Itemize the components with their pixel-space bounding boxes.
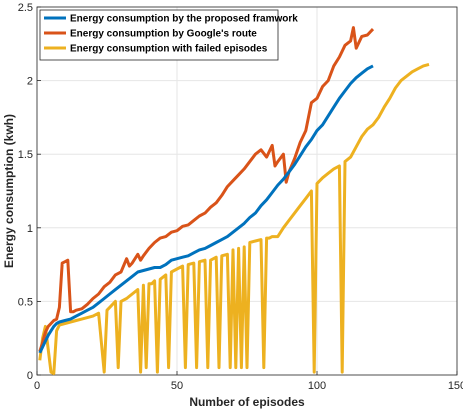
legend-label-google: Energy consumption by Google's route <box>70 29 257 40</box>
y-tick-label: 1 <box>27 223 33 235</box>
legend: Energy consumption by the proposed framw… <box>39 9 298 61</box>
legend-label-proposed: Energy consumption by the proposed framw… <box>70 14 298 25</box>
x-tick-label: 100 <box>308 380 326 392</box>
y-axis-label: Energy consumption (kwh) <box>2 114 16 268</box>
x-tick-label: 150 <box>448 380 463 392</box>
y-tick-label: 1.5 <box>18 149 33 161</box>
y-tick-label: 2 <box>27 76 33 88</box>
axis-ticks: 0 50 100 150 0 0.5 1 1.5 2 2.5 <box>18 2 463 392</box>
legend-label-failed: Energy consumption with failed episodes <box>70 44 268 55</box>
x-axis-label: Number of episodes <box>189 395 305 409</box>
series-line-failed <box>38 62 430 375</box>
series-line-proposed <box>38 64 374 354</box>
y-tick-label: 0.5 <box>18 296 33 308</box>
y-tick-label: 2.5 <box>18 2 33 14</box>
plot-area-border <box>36 6 458 376</box>
series-line-google <box>38 26 375 352</box>
series-lines <box>38 26 430 375</box>
x-tick-label: 50 <box>171 380 183 392</box>
x-tick-label: 0 <box>34 380 40 392</box>
y-tick-label: 0 <box>27 370 33 382</box>
legend-box <box>39 9 279 61</box>
